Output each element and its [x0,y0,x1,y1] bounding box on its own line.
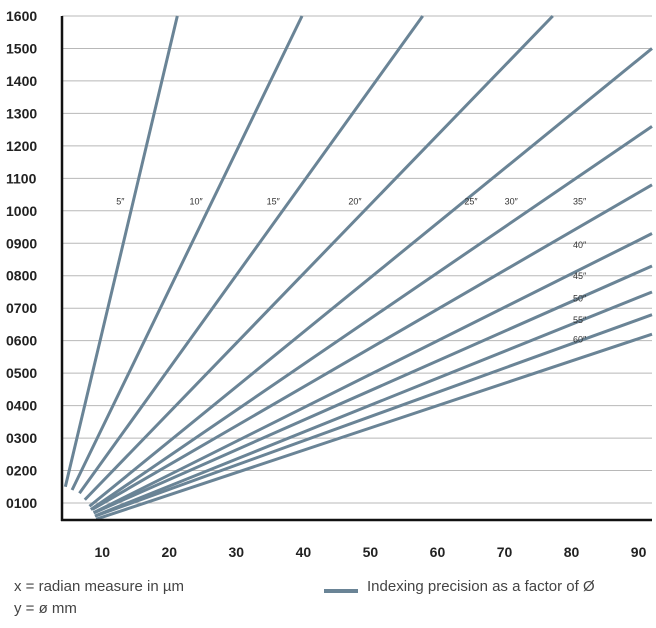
series-line [93,264,653,515]
y-tick-label: 0500 [6,365,37,381]
y-tick-label: 0100 [6,495,37,511]
y-tick-label: 1300 [6,105,37,121]
series-line [94,290,653,518]
series-lines [63,14,653,521]
series-line [95,313,653,518]
y-tick-label: 0300 [6,430,37,446]
y-tick-label: 0400 [6,398,37,414]
series-line [88,47,653,508]
series-annotations: 5″ 10″ 15″ 20″ 25″ 30″ 35″ 40″ 45″ 50″ 55″ 60″ [116,196,587,344]
x-tick-label: 20 [161,544,177,560]
series-annotation: 40″ [573,240,587,250]
series-line [63,15,179,488]
x-tick-label: 30 [229,544,245,560]
y-tick-label: 0200 [6,463,37,479]
x-tick-label: 50 [363,544,379,560]
series-line [78,15,424,495]
series-line [95,332,653,521]
x-tick-label: 80 [564,544,580,560]
legend-swatch [324,589,358,593]
y-tick-label: 0700 [6,300,37,316]
series-line [92,232,653,515]
series-line [83,14,554,501]
series-annotation: 55″ [573,315,587,325]
axes [60,16,652,522]
x-tick-labels: 10 20 30 40 50 60 70 80 90 [94,544,646,560]
y-tick-label: 1500 [6,40,37,56]
y-tick-label: 0900 [6,235,37,251]
grid-lines [62,15,652,504]
x-tick-label: 10 [94,544,110,560]
y-tick-labels: 0100 0200 0300 0400 0500 0600 0700 0800 0900 1000… [6,8,37,511]
y-tick-label: 1000 [6,203,37,219]
series-annotation: 25″ [464,196,478,206]
series-line [89,125,653,511]
y-tick-label: 1600 [6,8,37,24]
series-line [70,15,304,491]
series-annotation: 15″ [267,196,281,206]
series-annotation: 20″ [348,196,362,206]
series-line [91,183,653,511]
series-annotation: 45″ [573,271,587,281]
series-annotation: 60″ [573,334,587,344]
x-tick-label: 70 [497,544,513,560]
series-annotation: 50″ [573,294,587,304]
y-tick-label: 1200 [6,138,37,154]
x-tick-label: 60 [430,544,446,560]
series-annotation: 5″ [116,196,125,206]
y-tick-label: 1100 [6,170,37,186]
x-tick-label: 40 [296,544,312,560]
y-tick-label: 1400 [6,73,37,89]
y-tick-label: 0600 [6,333,37,349]
y-tick-label: 0800 [6,268,37,284]
x-tick-label: 90 [631,544,647,560]
legend-series-caption: Indexing precision as a factor of Ø [367,578,595,595]
x-caption: x = radian measure in µm [14,578,184,595]
series-annotation: 35″ [573,196,587,206]
series-annotation: 10″ [189,196,203,206]
y-caption: y = ø mm [14,600,77,617]
series-annotation: 30″ [505,196,519,206]
